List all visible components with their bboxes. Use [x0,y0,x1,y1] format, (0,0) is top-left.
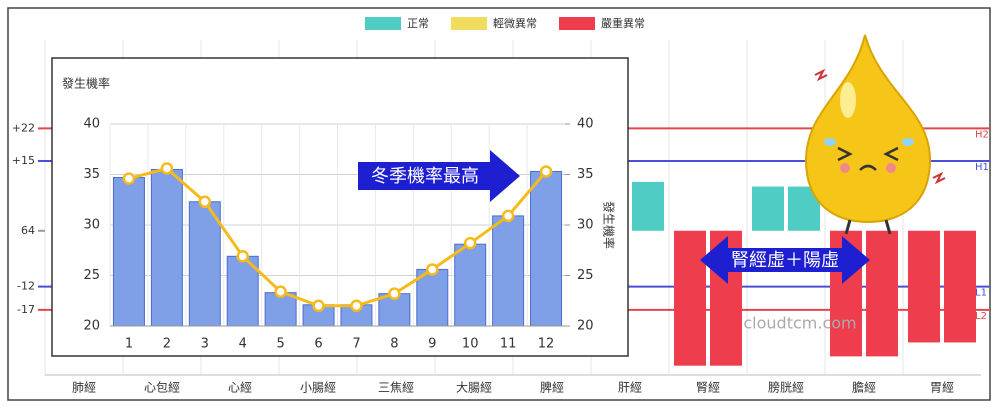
line-point [236,250,249,263]
x-tick-label: 三焦經 [378,381,414,395]
y-tick-label: +15 [12,154,35,167]
x-tick-label: 4 [239,337,247,352]
tear [824,138,836,146]
line-point [350,299,363,313]
inset-title: 發生機率 [62,76,110,91]
reference-label: L1 [975,288,987,299]
x-tick-label: 8 [390,337,398,352]
x-tick-label: 2 [163,337,171,352]
bar [944,230,976,343]
line-point [501,209,515,223]
y-tick-label: 35 [83,167,100,182]
x-tick-label: 1 [125,337,133,352]
bar [112,177,145,327]
arrow [358,150,520,202]
legs [844,219,892,235]
x-tick-label: 膀胱經 [768,380,804,395]
bar [674,230,706,366]
line-point [463,236,477,250]
bar [150,168,183,327]
bar [530,170,563,327]
line-point [160,162,174,175]
line-point [388,287,401,300]
bar [188,201,221,327]
line-point [198,195,212,209]
annotations: 冬季機率最高 腎經虛＋陽虛 cloudtcm.com [358,150,870,333]
tear [902,138,914,146]
x-tick-label: 小腸經 [300,381,336,395]
reference-label: H2 [975,129,989,140]
highlight [840,82,856,118]
x-tick-label: 9 [428,337,436,352]
double-arrow [700,236,870,284]
y-tick-label: 40 [83,117,100,132]
y2-tick-label: 20 [577,319,594,334]
legend-label: 正常 [407,17,429,30]
x-tick-label: 6 [314,337,322,352]
x-tick-label: 5 [276,337,284,352]
y-tick-label: -17 [17,303,35,316]
line-point [122,172,136,185]
y-tick-label: -12 [17,280,35,293]
legend-label: 嚴重異常 [601,16,645,30]
annotation: 腎經虛＋陽虛 [731,250,839,271]
eyes [837,146,899,162]
legend-swatch [451,17,487,30]
bar [454,243,487,327]
x-tick-label: 12 [538,337,555,352]
bar [752,186,784,231]
line-point [312,299,325,313]
bar [632,181,664,231]
x-tick-label: 11 [500,337,517,352]
y2-tick-label: 35 [577,167,594,182]
bar [908,230,940,343]
drop [804,34,932,224]
y2-tick-label: 40 [577,117,594,132]
x-tick-label: 腎經 [696,381,720,395]
y-tick-label: +22 [12,121,35,134]
bar [492,215,525,327]
y2-tick-label: 30 [577,218,594,233]
cheek [840,163,850,173]
x-tick-label: 肝經 [618,381,642,395]
y2-tick-label: 25 [577,268,594,283]
legend-swatch [365,17,401,30]
stress-marks [814,68,946,185]
x-tick-label: 7 [352,337,360,352]
bar [866,230,898,357]
line-point [426,263,439,276]
mascot [804,34,946,235]
line [128,166,548,308]
x-tick-label: 脾經 [540,380,564,395]
x-tick-label: 心包經 [144,381,180,395]
mouth [859,164,877,171]
watermark: cloudtcm.com [743,314,856,333]
x-tick-label: 大腸經 [456,381,492,395]
bar [264,292,297,327]
y-tick-label: 30 [83,218,100,233]
line-point [274,285,287,298]
x-tick-label: 肺經 [72,381,96,395]
x-tick-label: 3 [201,337,209,352]
reference-label: H1 [975,162,989,173]
cheek [886,163,896,173]
reference-label: L2 [975,311,987,322]
y-tick-label: 25 [83,268,100,283]
y2-axis-label: 發生機率 [602,201,617,249]
line-point [539,165,553,178]
y-tick-label: 20 [83,319,100,334]
legend-label: 輕微異常 [493,16,537,30]
x-tick-label: 胃經 [930,381,954,395]
x-tick-label: 膽經 [852,380,876,395]
y-tick-label: 64 [21,224,35,237]
x-tick-label: 10 [462,337,479,352]
legend-swatch [559,17,595,30]
x-tick-label: 心經 [228,381,252,395]
annotation: 冬季機率最高 [371,166,479,187]
